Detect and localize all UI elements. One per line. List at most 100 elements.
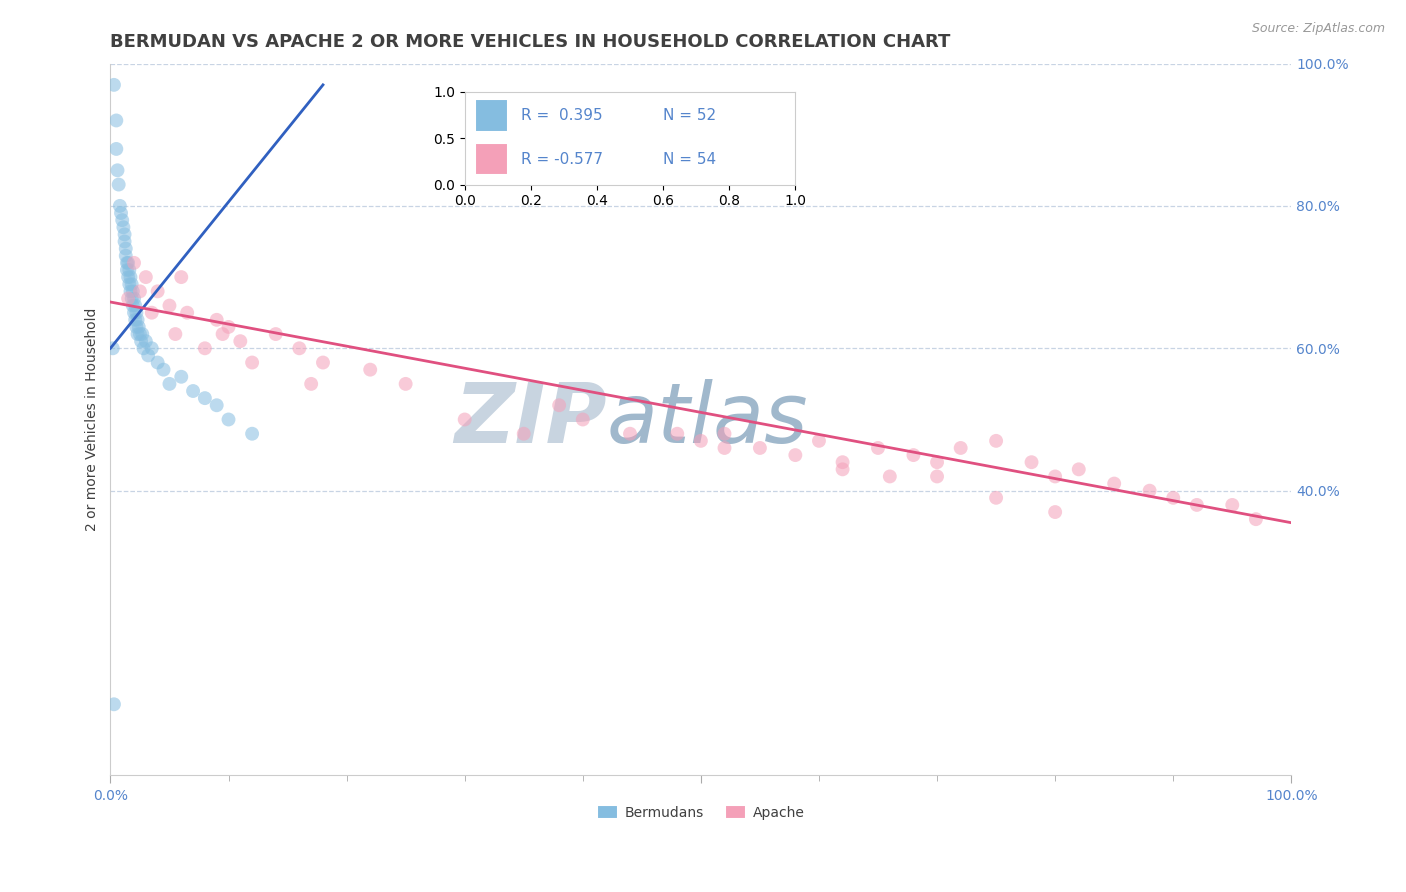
Point bbox=[831, 462, 853, 476]
Point bbox=[240, 426, 263, 441]
Point bbox=[866, 441, 889, 455]
Point bbox=[111, 213, 134, 227]
Point bbox=[1185, 498, 1208, 512]
Point bbox=[103, 698, 125, 712]
Point bbox=[128, 320, 150, 334]
Point bbox=[359, 362, 381, 376]
Point bbox=[689, 434, 711, 448]
Text: BERMUDAN VS APACHE 2 OR MORE VEHICLES IN HOUSEHOLD CORRELATION CHART: BERMUDAN VS APACHE 2 OR MORE VEHICLES IN… bbox=[111, 33, 950, 51]
Point bbox=[713, 426, 735, 441]
Point bbox=[125, 306, 148, 320]
Point bbox=[619, 426, 641, 441]
Point bbox=[121, 292, 143, 306]
Point bbox=[165, 327, 187, 342]
Point bbox=[146, 285, 169, 299]
Point bbox=[107, 163, 129, 178]
Point bbox=[1043, 469, 1066, 483]
Point bbox=[125, 320, 148, 334]
Point bbox=[122, 256, 145, 270]
Point bbox=[240, 355, 263, 369]
Point bbox=[120, 285, 142, 299]
Point bbox=[194, 391, 217, 405]
Point bbox=[132, 341, 155, 355]
Point bbox=[135, 334, 157, 348]
Point bbox=[121, 285, 143, 299]
Point bbox=[984, 491, 1007, 505]
Point bbox=[312, 355, 335, 369]
Point bbox=[115, 256, 138, 270]
Point bbox=[218, 412, 240, 426]
Point bbox=[152, 362, 174, 376]
Point bbox=[1161, 491, 1184, 505]
Point bbox=[807, 434, 830, 448]
Point bbox=[785, 448, 807, 462]
Point bbox=[124, 313, 146, 327]
Point bbox=[879, 469, 901, 483]
Point bbox=[299, 376, 322, 391]
Point bbox=[117, 256, 139, 270]
Point bbox=[127, 327, 149, 342]
Point bbox=[229, 334, 252, 348]
Text: Source: ZipAtlas.com: Source: ZipAtlas.com bbox=[1251, 22, 1385, 36]
Point bbox=[124, 299, 146, 313]
Point bbox=[264, 327, 287, 342]
Point bbox=[454, 412, 477, 426]
Point bbox=[1043, 505, 1066, 519]
Point bbox=[1220, 498, 1243, 512]
Point bbox=[114, 249, 136, 263]
Point bbox=[122, 306, 145, 320]
Point bbox=[108, 199, 131, 213]
Point bbox=[114, 242, 136, 256]
Point bbox=[288, 341, 311, 355]
Point bbox=[114, 235, 136, 249]
Point bbox=[925, 469, 948, 483]
Point bbox=[122, 292, 145, 306]
Point bbox=[1102, 476, 1125, 491]
Point bbox=[135, 270, 157, 285]
Point bbox=[127, 313, 149, 327]
Point bbox=[121, 277, 143, 292]
Point bbox=[141, 341, 163, 355]
Point bbox=[170, 270, 193, 285]
Point bbox=[101, 341, 124, 355]
Point bbox=[115, 263, 138, 277]
Point bbox=[1244, 512, 1267, 526]
Point bbox=[136, 348, 159, 362]
Point bbox=[118, 277, 141, 292]
Point bbox=[395, 376, 418, 391]
Point bbox=[713, 441, 735, 455]
Point bbox=[903, 448, 925, 462]
Text: atlas: atlas bbox=[606, 379, 808, 460]
Point bbox=[1067, 462, 1090, 476]
Text: ZIP: ZIP bbox=[454, 379, 606, 460]
Point bbox=[117, 270, 139, 285]
Point bbox=[121, 299, 143, 313]
Point bbox=[118, 263, 141, 277]
Point bbox=[205, 398, 228, 412]
Point bbox=[103, 78, 125, 92]
Point bbox=[831, 455, 853, 469]
Point bbox=[117, 292, 139, 306]
Point bbox=[571, 412, 593, 426]
Point bbox=[146, 355, 169, 369]
Point bbox=[131, 327, 153, 342]
Point bbox=[194, 341, 217, 355]
Point bbox=[141, 306, 163, 320]
Point bbox=[666, 426, 689, 441]
Point bbox=[218, 320, 240, 334]
Point bbox=[1021, 455, 1043, 469]
Point bbox=[105, 142, 128, 156]
Point bbox=[105, 113, 128, 128]
Point bbox=[1139, 483, 1161, 498]
Y-axis label: 2 or more Vehicles in Household: 2 or more Vehicles in Household bbox=[86, 308, 100, 531]
Point bbox=[114, 227, 136, 242]
Point bbox=[129, 285, 152, 299]
Point bbox=[176, 306, 198, 320]
Point bbox=[159, 376, 181, 391]
Point bbox=[107, 178, 129, 192]
Point bbox=[170, 369, 193, 384]
Point bbox=[205, 313, 228, 327]
Point bbox=[159, 299, 181, 313]
Point bbox=[181, 384, 204, 398]
Point bbox=[512, 426, 534, 441]
